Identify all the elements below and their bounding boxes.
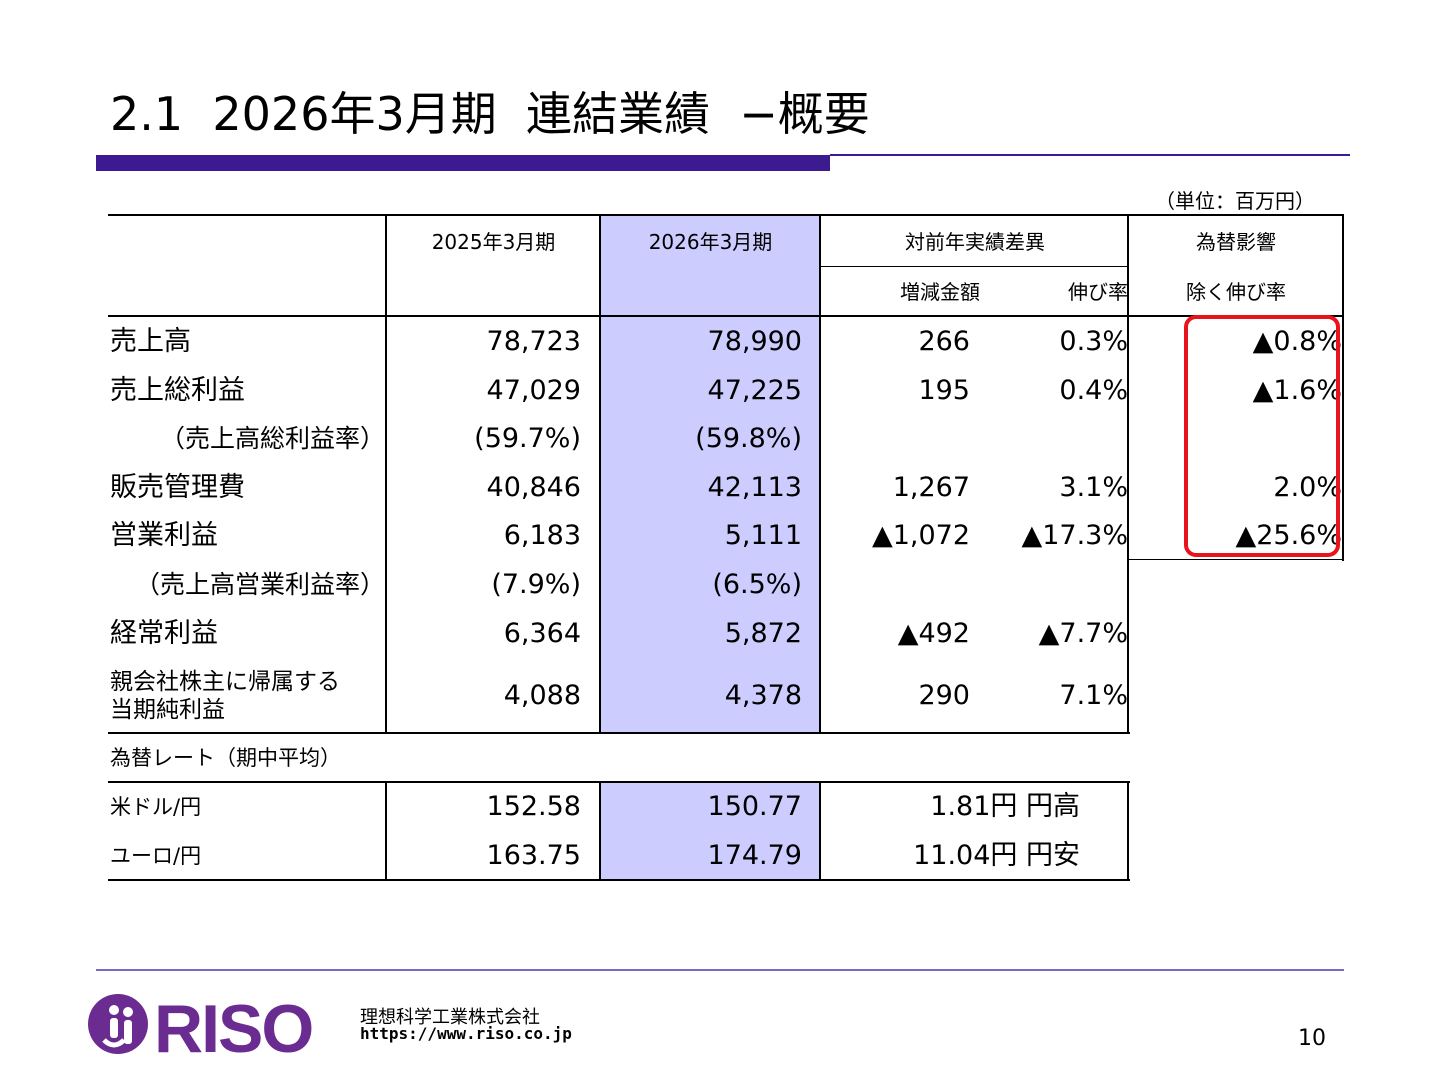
row-curr-value: 5,111 xyxy=(724,520,802,551)
page-number: 10 xyxy=(1298,1026,1326,1051)
title-underline-bar xyxy=(96,155,830,171)
current-period-highlight xyxy=(601,216,820,732)
svg-text:RISO: RISO xyxy=(154,991,312,1060)
title-underline-line xyxy=(830,154,1350,156)
fx-row-diff: 1.81円 円高 xyxy=(930,791,1080,822)
row-fx-value: ▲1.6% xyxy=(1252,375,1342,406)
row-diff-value: 195 xyxy=(918,375,970,406)
col-divider-curr xyxy=(819,214,821,734)
col-divider-yoy xyxy=(1127,214,1129,734)
row-growth-value: 0.4% xyxy=(1059,375,1128,406)
header-bottom-border xyxy=(108,315,1344,317)
table-bottom-border xyxy=(108,732,1130,734)
row-prev-value: (7.9%) xyxy=(491,569,581,600)
fx-row-prev: 163.75 xyxy=(486,840,581,871)
row-diff-value: ▲1,072 xyxy=(871,520,970,551)
header-diff-amount: 増減金額 xyxy=(900,280,980,304)
row-label: 売上高 xyxy=(110,326,191,357)
company-name: 理想科学工業株式会社 xyxy=(360,1007,540,1028)
row-label: 営業利益 xyxy=(110,520,218,551)
row-curr-value: (6.5%) xyxy=(712,569,802,600)
row-label: （売上高営業利益率） xyxy=(134,570,385,599)
riso-logo: RISO xyxy=(84,990,316,1067)
table-top-border xyxy=(108,214,1344,216)
row-diff-value: 290 xyxy=(918,680,970,711)
row-curr-value: 78,990 xyxy=(707,326,802,357)
row-fx-value: 2.0% xyxy=(1273,472,1342,503)
row-growth-value: ▲17.3% xyxy=(1021,520,1128,551)
fx-col-divider-curr xyxy=(819,781,821,881)
header-yoy: 対前年実績差異 xyxy=(905,230,1045,254)
row-curr-value: 4,378 xyxy=(724,680,802,711)
row-label: 売上総利益 xyxy=(110,375,245,406)
row-label-line1: 親会社株主に帰属する xyxy=(110,669,340,695)
row-growth-value: 7.1% xyxy=(1059,680,1128,711)
row-label-line2: 当期純利益 xyxy=(110,697,225,723)
header-prev-period: 2025年3月期 xyxy=(431,230,556,254)
yoy-header-divider xyxy=(820,266,1128,267)
row-diff-value: 1,267 xyxy=(892,472,970,503)
fx-table-bottom-border xyxy=(108,879,1130,881)
col-divider-prev xyxy=(599,214,601,734)
row-prev-value: 6,364 xyxy=(503,618,581,649)
fx-section-title: 為替レート（期中平均） xyxy=(110,746,341,770)
row-curr-value: 5,872 xyxy=(724,618,802,649)
fx-row-curr: 174.79 xyxy=(707,840,802,871)
fx-col-divider-yoy xyxy=(1127,781,1129,881)
row-prev-value: 4,088 xyxy=(503,680,581,711)
fx-row-label: ユーロ/円 xyxy=(110,844,202,868)
footer-divider xyxy=(96,969,1344,971)
unit-note: （単位：百万円） xyxy=(1155,189,1315,213)
row-diff-value: ▲492 xyxy=(897,618,970,649)
fx-row-label: 米ドル/円 xyxy=(110,795,202,819)
row-fx-value: ▲25.6% xyxy=(1235,520,1342,551)
row-label: 販売管理費 xyxy=(110,472,245,503)
table-right-border xyxy=(1342,214,1344,561)
row-curr-value: 47,225 xyxy=(707,375,802,406)
row-diff-value: 266 xyxy=(918,326,970,357)
fx-excluded-highlight-box xyxy=(1184,315,1340,557)
header-growth-rate: 伸び率 xyxy=(1068,280,1128,304)
row-growth-value: 3.1% xyxy=(1059,472,1128,503)
company-url[interactable]: https://www.riso.co.jp xyxy=(360,1024,572,1043)
row-curr-value: (59.8%) xyxy=(695,423,802,454)
row-prev-value: 78,723 xyxy=(486,326,581,357)
row-prev-value: 40,846 xyxy=(486,472,581,503)
fx-row-curr: 150.77 xyxy=(707,791,802,822)
header-curr-period: 2026年3月期 xyxy=(648,230,773,254)
fx-column-bottom-border xyxy=(1128,559,1344,560)
fx-table-top-border xyxy=(108,781,1130,783)
fx-row-prev: 152.58 xyxy=(486,791,581,822)
fx-col-divider-label xyxy=(385,781,387,881)
fx-row-diff: 11.04円 円安 xyxy=(913,840,1080,871)
row-label: （売上高総利益率） xyxy=(159,424,385,453)
page-title: 2.1 2026年3月期 連結業績 −概要 xyxy=(110,87,870,141)
current-period-fx-highlight xyxy=(601,782,820,880)
fx-col-divider-prev xyxy=(599,781,601,881)
col-divider-label xyxy=(385,214,387,734)
row-fx-value: ▲0.8% xyxy=(1252,326,1342,357)
header-fx-excluded-growth: 除く伸び率 xyxy=(1186,280,1286,304)
row-prev-value: 6,183 xyxy=(503,520,581,551)
header-fx-impact: 為替影響 xyxy=(1196,230,1276,254)
row-curr-value: 42,113 xyxy=(707,472,802,503)
row-growth-value: 0.3% xyxy=(1059,326,1128,357)
row-prev-value: 47,029 xyxy=(486,375,581,406)
row-growth-value: ▲7.7% xyxy=(1038,618,1128,649)
row-prev-value: (59.7%) xyxy=(474,423,581,454)
row-label: 経常利益 xyxy=(110,618,218,649)
